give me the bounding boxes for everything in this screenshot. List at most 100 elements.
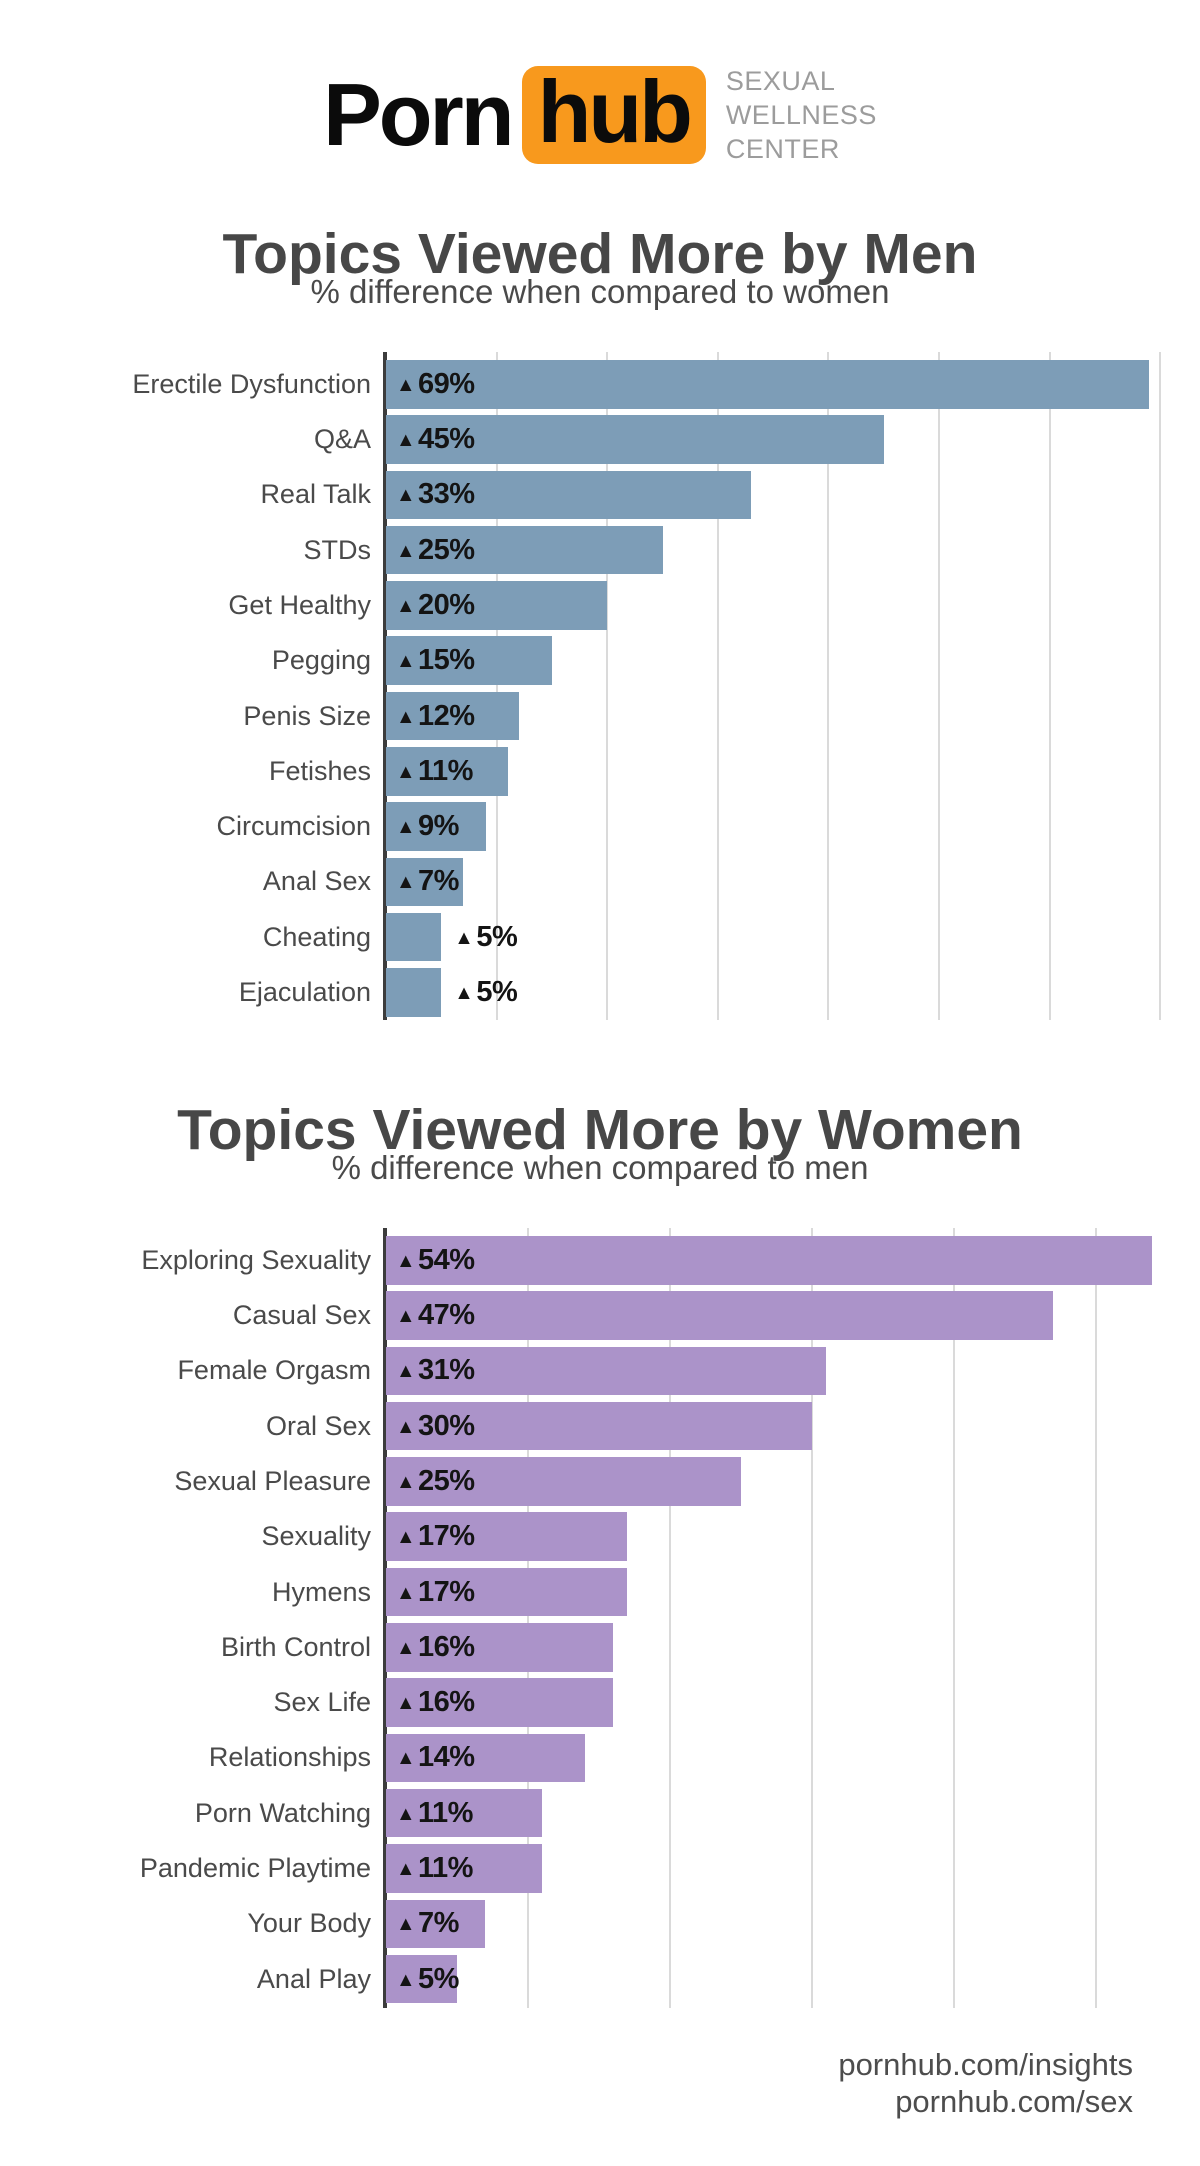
category-label: Get Healthy	[228, 589, 371, 620]
up-triangle-icon: ▲	[396, 373, 416, 396]
bar-track: ▲ 7%	[386, 857, 1168, 907]
bar-row: Penis Size ▲ 12%	[0, 691, 1168, 741]
value-label: ▲ 20%	[396, 588, 475, 621]
tagline-line: SEXUAL	[725, 66, 836, 96]
gridline	[938, 352, 941, 1020]
category-label: Sexual Pleasure	[174, 1465, 371, 1496]
bar: ▲ 31%	[386, 1346, 826, 1396]
bar-track: ▲ 12%	[386, 691, 1168, 741]
category-label: Sexuality	[261, 1521, 371, 1552]
up-triangle-icon: ▲	[396, 1913, 416, 1936]
logo-text-hub: hub	[521, 66, 706, 164]
value-label: ▲ 33%	[396, 478, 475, 511]
bar-track: ▲ 14%	[386, 1733, 1168, 1783]
value-label: ▲ 5%	[454, 976, 518, 1009]
up-triangle-icon: ▲	[396, 1747, 416, 1770]
bar-track: ▲ 17%	[386, 1567, 1168, 1617]
bar-track: ▲ 20%	[386, 581, 1168, 630]
bar-track: ▲ 25%	[386, 1457, 1168, 1506]
bar: ▲ 25%	[386, 1457, 741, 1506]
category-label: STDs	[303, 534, 372, 565]
bar-row: STDs ▲ 25%	[0, 525, 1168, 575]
value-label: ▲ 25%	[396, 533, 475, 566]
bar: ▲ 11%	[386, 747, 508, 796]
up-triangle-icon: ▲	[396, 1802, 416, 1825]
bar-row: Sex Life ▲ 16%	[0, 1678, 1168, 1727]
bar-track: ▲ 11%	[386, 1844, 1168, 1893]
bar: ▲ 14%	[386, 1733, 585, 1783]
category-label: Hymens	[271, 1576, 371, 1607]
bar-track: ▲ 15%	[386, 636, 1168, 685]
bar: ▲ 11%	[386, 1844, 543, 1893]
up-triangle-icon: ▲	[396, 1581, 416, 1604]
gridline	[827, 352, 830, 1020]
category-label: Q&A	[313, 424, 371, 455]
bar-row: Pandemic Playtime ▲ 11%	[0, 1844, 1168, 1893]
up-triangle-icon: ▲	[396, 816, 416, 839]
up-triangle-icon: ▲	[454, 982, 474, 1005]
bar-row: Exploring Sexuality ▲ 54%	[0, 1236, 1168, 1285]
bar	[386, 912, 442, 962]
category-label: Penis Size	[243, 700, 371, 731]
bar: ▲ 12%	[386, 691, 519, 741]
category-label: Fetishes	[268, 755, 371, 786]
value-label: ▲ 17%	[396, 1575, 475, 1608]
bar: ▲ 54%	[386, 1236, 1153, 1285]
bar-track: ▲ 17%	[386, 1512, 1168, 1561]
bar-row: Relationships ▲ 14%	[0, 1733, 1168, 1783]
up-triangle-icon: ▲	[396, 1968, 416, 1991]
bar-track: ▲ 30%	[386, 1401, 1168, 1451]
tagline-line: CENTER	[725, 134, 840, 164]
up-triangle-icon: ▲	[396, 1249, 416, 1272]
bar-row: Real Talk ▲ 33%	[0, 470, 1168, 520]
category-label: Anal Sex	[262, 866, 371, 897]
bar: ▲ 17%	[386, 1512, 628, 1561]
plot-background-men	[383, 352, 1168, 1020]
up-triangle-icon: ▲	[396, 1636, 416, 1659]
logo-text-porn: Porn	[323, 65, 514, 164]
y-axis-line	[383, 1228, 387, 2008]
gridline	[716, 352, 719, 1020]
gridline	[952, 1228, 955, 2008]
bar-track: ▲ 47%	[386, 1291, 1168, 1340]
bar-track: ▲ 9%	[386, 802, 1168, 851]
bar-row: Casual Sex ▲ 47%	[0, 1291, 1168, 1340]
up-triangle-icon: ▲	[396, 594, 416, 617]
up-triangle-icon: ▲	[396, 1415, 416, 1438]
gridline	[668, 1228, 671, 2008]
value-label: ▲ 12%	[396, 699, 475, 732]
bar-row: Female Orgasm ▲ 31%	[0, 1346, 1168, 1396]
bar-track: ▲ 33%	[386, 470, 1168, 520]
category-label: Pandemic Playtime	[139, 1853, 371, 1884]
bar: ▲ 20%	[386, 581, 608, 630]
category-label: Cheating	[262, 921, 371, 952]
value-label: ▲ 45%	[396, 423, 475, 456]
gridline	[606, 352, 609, 1020]
bar: ▲ 7%	[386, 1899, 486, 1949]
bar-row: Pegging ▲ 15%	[0, 636, 1168, 685]
bar: ▲ 7%	[386, 857, 464, 907]
bar-track: ▲ 25%	[386, 525, 1168, 575]
bar-track: ▲ 16%	[386, 1678, 1168, 1727]
value-label: ▲ 25%	[396, 1464, 475, 1497]
bar-row: Birth Control ▲ 16%	[0, 1623, 1168, 1672]
category-label: Your Body	[247, 1908, 371, 1939]
bar: ▲ 16%	[386, 1678, 614, 1727]
bar-row: Erectile Dysfunction ▲ 69%	[0, 360, 1168, 409]
bar-chart-women: Exploring Sexuality ▲ 54% Casual Sex ▲ 47% Fem…	[0, 1236, 1168, 2004]
bar: ▲ 25%	[386, 525, 663, 575]
up-triangle-icon: ▲	[396, 705, 416, 728]
value-label: ▲ 11%	[396, 1852, 473, 1885]
category-label: Pegging	[271, 645, 371, 676]
bar-track: ▲ 5%	[386, 968, 1168, 1017]
gridline	[810, 1228, 813, 2008]
bar: ▲ 11%	[386, 1788, 543, 1838]
bar-track: ▲ 11%	[386, 747, 1168, 796]
chart-title-women: Topics Viewed More by Women	[177, 1098, 1023, 1162]
footer-links: pornhub.com/insights pornhub.com/sex	[838, 2046, 1133, 2120]
gridline	[526, 1228, 529, 2008]
bar-row: Anal Sex ▲ 7%	[0, 857, 1168, 907]
value-label: ▲ 69%	[396, 367, 475, 400]
y-axis-line	[383, 352, 387, 1020]
